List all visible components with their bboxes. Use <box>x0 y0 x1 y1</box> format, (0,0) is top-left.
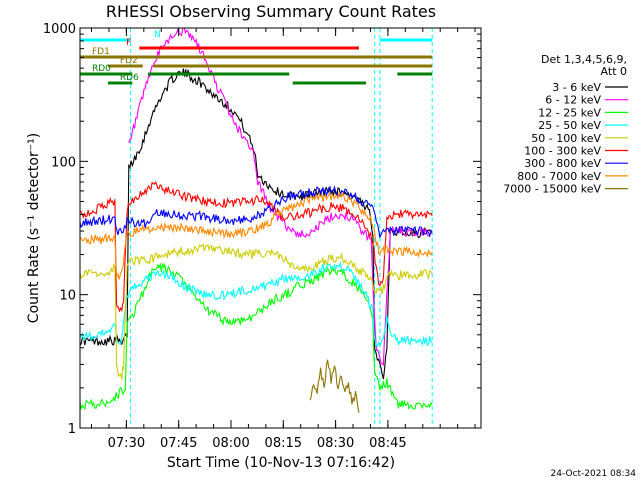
x-tick-label-1: 07:45 <box>160 436 197 451</box>
legend-label-3: 12 - 25 keV <box>538 106 601 119</box>
bar-label-fd2: FD2 <box>120 56 138 66</box>
legend-label-8: 800 - 7000 keV <box>517 170 601 183</box>
y-tick-label-3: 1000 <box>43 22 76 37</box>
series-line-6 <box>79 180 433 313</box>
legend-title-0: Det 1,3,4,5,6,9, <box>541 53 627 66</box>
series-group <box>79 27 433 413</box>
y-tick-label-2: 100 <box>51 155 76 170</box>
series-line-5 <box>79 243 433 380</box>
legend-title-1: Att 0 <box>601 65 627 78</box>
mode-lines <box>130 28 433 428</box>
legend-label-5: 50 - 100 keV <box>531 132 601 145</box>
legend-label-1: 3 - 6 keV <box>552 81 601 94</box>
timestamp-label: 24-Oct-2021 08:34 <box>551 469 637 479</box>
axis-ticks: 1 10 100 1000 07:30 07:45 08:00 08:15 08:30 08:45 <box>43 22 481 451</box>
legend-label-2: 6 - 12 keV <box>545 94 601 107</box>
bar-label-n: N <box>154 30 161 40</box>
bar-label-rd0: RD0 <box>92 64 111 74</box>
legend-label-9: 7000 - 15000 keV <box>503 183 601 196</box>
bar-label-rd6: RD6 <box>120 73 139 83</box>
legend-label-7: 300 - 800 keV <box>524 157 601 170</box>
series-line-7 <box>79 185 433 238</box>
x-tick-label-4: 08:30 <box>317 436 354 451</box>
x-tick-label-3: 08:15 <box>265 436 302 451</box>
y-axis-label: Count Rate (s⁻¹ detector⁻¹) <box>26 133 42 323</box>
x-tick-label-2: 08:00 <box>212 436 249 451</box>
series-line-4 <box>79 260 433 348</box>
series-line-8 <box>79 190 433 280</box>
series-line-1 <box>79 68 433 380</box>
plot-frame <box>79 27 482 429</box>
chart-title: RHESSI Observing Summary Count Rates <box>106 2 436 21</box>
legend-label-6: 100 - 300 keV <box>524 145 601 158</box>
status-bars: N F FD1 FD2 RD0 RD6 <box>80 30 433 85</box>
y-tick-label-0: 1 <box>68 422 76 437</box>
x-tick-label-5: 08:45 <box>369 436 406 451</box>
y-tick-label-1: 10 <box>59 289 76 304</box>
series-line-9 <box>309 359 360 413</box>
x-tick-label-0: 07:30 <box>108 436 145 451</box>
bar-label-fd1: FD1 <box>92 47 110 57</box>
bar-label-f: F <box>126 38 131 48</box>
series-line-3 <box>79 262 433 411</box>
x-axis-label: Start Time (10-Nov-13 07:16:42) <box>167 455 395 471</box>
legend-label-4: 25 - 50 keV <box>538 119 601 132</box>
